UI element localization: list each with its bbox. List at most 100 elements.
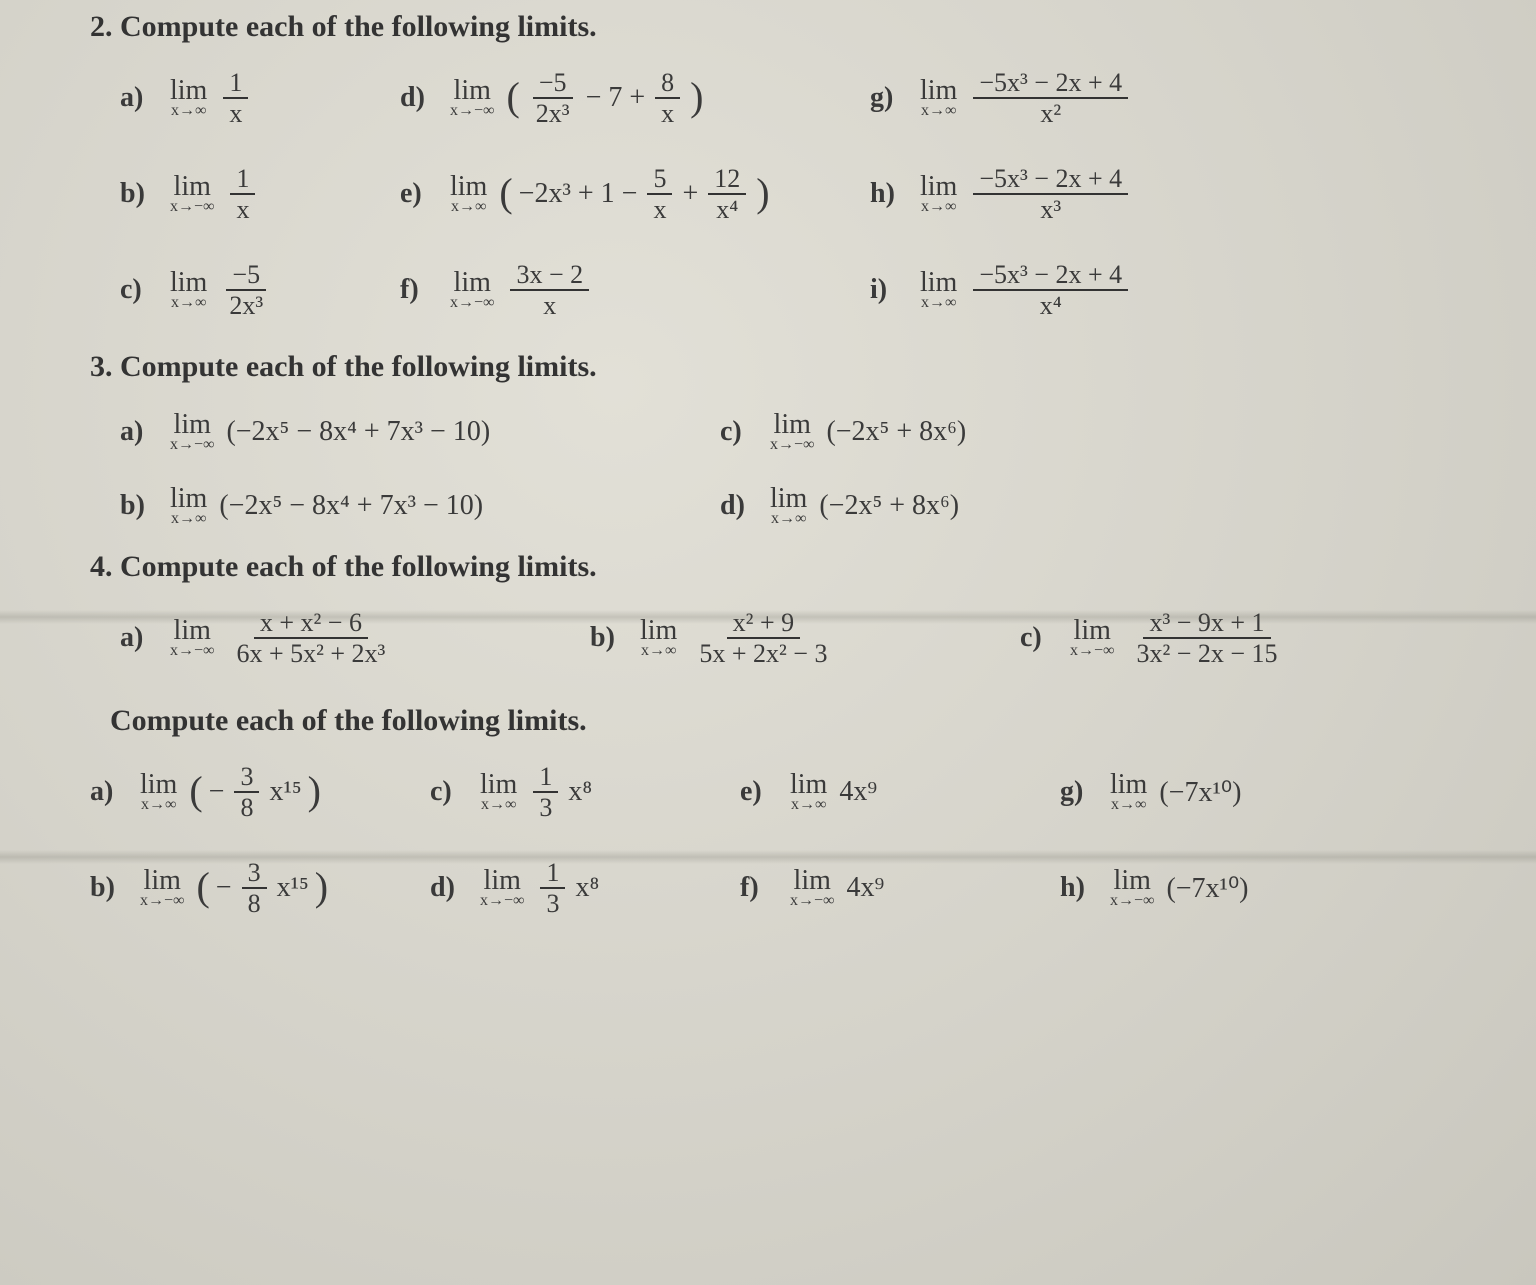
item-label: c): [720, 416, 758, 448]
lim-sub: x→∞: [1111, 797, 1146, 813]
math-expr: lim x→∞ −5x³ − 2x + 4 x²: [920, 68, 1132, 129]
lim-word: lim: [790, 771, 827, 799]
fraction: 1 3: [540, 858, 565, 919]
lim-word: lim: [480, 771, 517, 799]
math-expr: lim x→∞ ( −2x³ + 1 − 5 x + 12 x⁴ ): [450, 164, 770, 225]
numerator: −5: [533, 68, 573, 99]
lim-sub: x→∞: [171, 295, 206, 311]
section-4-title: 4. Compute each of the following limits.: [90, 550, 1476, 584]
s2-b: b) lim x→−∞ 1 x: [120, 164, 400, 225]
denominator: x: [647, 195, 672, 224]
lim-sub: x→−∞: [1070, 643, 1114, 659]
math-expr: lim x→∞ (−2x⁵ + 8x⁶): [770, 485, 959, 527]
item-label: a): [120, 416, 158, 448]
lead: −2x³ + 1 −: [519, 178, 638, 210]
numerator: 3x − 2: [510, 260, 589, 291]
lim-word: lim: [174, 411, 211, 439]
fraction: −5x³ − 2x + 4 x³: [973, 164, 1128, 225]
numerator: 1: [533, 762, 558, 793]
poly-body: 4x⁹: [839, 776, 877, 808]
denominator: 5x + 2x² − 3: [693, 639, 833, 668]
paren-open: (: [189, 767, 202, 814]
denominator: x⁴: [710, 195, 744, 224]
tail: x¹⁵: [277, 872, 309, 904]
math-expr: lim x→−∞ 3x − 2 x: [450, 260, 593, 321]
lim-word: lim: [920, 173, 957, 201]
fraction: 3 8: [234, 762, 259, 823]
lim-word: lim: [174, 173, 211, 201]
lim-word: lim: [920, 269, 957, 297]
lim-word: lim: [1110, 771, 1147, 799]
math-expr: lim x→∞ 1 x: [170, 68, 252, 129]
item-label: b): [120, 178, 158, 210]
lim-word: lim: [170, 485, 207, 513]
s3-c: c) lim x→−∞ (−2x⁵ + 8x⁶): [720, 411, 1220, 453]
lim-word: lim: [174, 617, 211, 645]
denominator: 2x³: [530, 99, 576, 128]
limit: lim x→∞: [790, 771, 827, 813]
s2-f: f) lim x→−∞ 3x − 2 x: [400, 260, 870, 321]
lim-word: lim: [170, 269, 207, 297]
math-expr: lim x→∞ −5 2x³: [170, 260, 273, 321]
lim-sub: x→∞: [451, 199, 486, 215]
lim-sub: x→∞: [171, 103, 206, 119]
s3-row2: b) lim x→∞ (−2x⁵ − 8x⁴ + 7x³ − 10) d) li…: [120, 476, 1476, 536]
s5-e: e) lim x→∞ 4x⁹: [740, 771, 1060, 813]
limit: lim x→∞: [170, 269, 207, 311]
lim-word: lim: [1074, 617, 1111, 645]
item-label: a): [90, 776, 128, 808]
lim-word: lim: [920, 77, 957, 105]
limit: lim x→−∞: [790, 867, 834, 909]
math-expr: lim x→∞ −5x³ − 2x + 4 x³: [920, 164, 1132, 225]
lim-word: lim: [144, 867, 181, 895]
lim-sub: x→−∞: [140, 893, 184, 909]
s2-row2: b) lim x→−∞ 1 x e) lim x→∞ ( −2x³: [120, 158, 1476, 230]
poly-body: (−7x¹⁰): [1159, 775, 1241, 809]
tail: x⁸: [568, 776, 592, 808]
fraction: 1 x: [230, 164, 255, 225]
s3-row1: a) lim x→−∞ (−2x⁵ − 8x⁴ + 7x³ − 10) c) l…: [120, 402, 1476, 462]
item-label: d): [400, 82, 438, 114]
item-label: e): [740, 776, 778, 808]
poly-body: (−7x¹⁰): [1166, 871, 1248, 905]
s4-b: b) lim x→∞ x² + 9 5x + 2x² − 3: [590, 608, 1020, 669]
lim-word: lim: [454, 77, 491, 105]
item-label: b): [120, 490, 158, 522]
item-label: b): [90, 872, 128, 904]
denominator: x⁴: [1034, 291, 1068, 320]
poly-body: (−2x⁵ − 8x⁴ + 7x³ − 10): [226, 416, 490, 448]
lim-sub: x→∞: [771, 511, 806, 527]
s5-a: a) lim x→∞ ( − 3 8 x¹⁵ ): [90, 762, 430, 823]
s5-h: h) lim x→−∞ (−7x¹⁰): [1060, 867, 1380, 909]
lim-sub: x→−∞: [170, 643, 214, 659]
limit: lim x→∞: [920, 269, 957, 311]
lim-word: lim: [770, 485, 807, 513]
tail: x¹⁵: [269, 776, 301, 808]
denominator: 8: [234, 793, 259, 822]
limit: lim x→∞: [480, 771, 517, 813]
math-expr: lim x→−∞ (−7x¹⁰): [1110, 867, 1249, 909]
math-expr: lim x→∞ x² + 9 5x + 2x² − 3: [640, 608, 837, 669]
lim-word: lim: [450, 173, 487, 201]
tail: x⁸: [575, 872, 599, 904]
numerator: x³ − 9x + 1: [1143, 608, 1270, 639]
limit: lim x→−∞: [170, 411, 214, 453]
fraction: −5 2x³: [223, 260, 269, 321]
lim-sub: x→−∞: [790, 893, 834, 909]
section-5-title: Compute each of the following limits.: [110, 704, 1476, 738]
section-2-title: 2. Compute each of the following limits.: [90, 10, 1476, 44]
item-label: c): [120, 274, 158, 306]
fraction: 3x − 2 x: [510, 260, 589, 321]
math-expr: lim x→−∞ ( − 3 8 x¹⁵ ): [140, 858, 328, 919]
s2-g: g) lim x→∞ −5x³ − 2x + 4 x²: [870, 68, 1290, 129]
lim-word: lim: [170, 77, 207, 105]
fraction: x³ − 9x + 1 3x² − 2x − 15: [1130, 608, 1283, 669]
s4-row1: a) lim x→−∞ x + x² − 6 6x + 5x² + 2x³ b)…: [120, 602, 1476, 674]
math-expr: lim x→∞ (−7x¹⁰): [1110, 771, 1241, 813]
numerator: x + x² − 6: [254, 608, 368, 639]
numerator: 3: [242, 858, 267, 889]
limit: lim x→−∞: [450, 269, 494, 311]
numerator: x² + 9: [727, 608, 800, 639]
worksheet-page: 2. Compute each of the following limits.…: [0, 0, 1536, 1285]
lim-sub: x→−∞: [170, 437, 214, 453]
